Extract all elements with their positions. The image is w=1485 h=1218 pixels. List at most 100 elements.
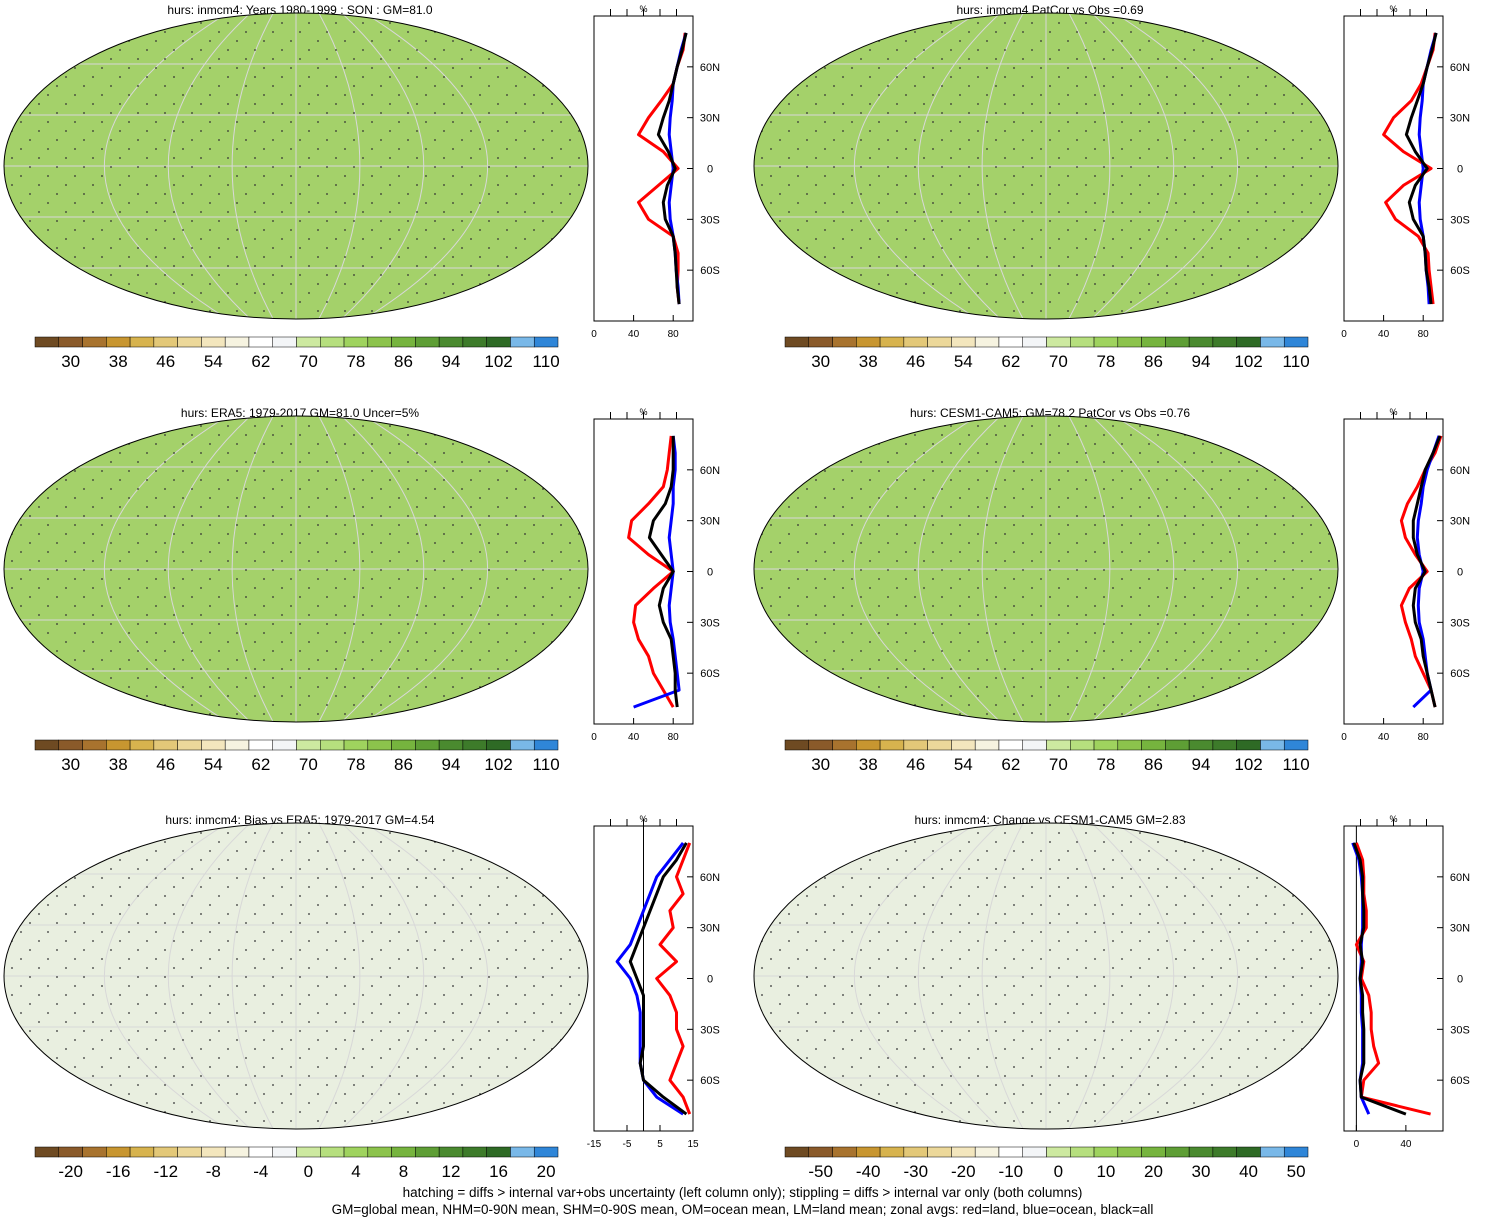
stipple-dot (1175, 985, 1177, 987)
stipple-dot (770, 256, 772, 258)
stipple-dot (479, 121, 481, 123)
stipple-dot (137, 623, 139, 625)
stipple-dot (155, 310, 157, 312)
stipple-dot (878, 931, 880, 933)
stipple-dot (398, 605, 400, 607)
stipple-dot (1004, 184, 1006, 186)
stipple-dot (569, 1111, 571, 1113)
stipple-dot (191, 1057, 193, 1059)
stipple-dot (1193, 967, 1195, 969)
stipple-dot (1193, 641, 1195, 643)
stipple-dot (560, 1093, 562, 1095)
stipple-dot (398, 121, 400, 123)
stipple-dot (92, 859, 94, 861)
stipple-dot (986, 229, 988, 231)
stipple-dot (986, 1012, 988, 1014)
stipple-dot (524, 1021, 526, 1023)
stipple-dot (1139, 130, 1141, 132)
stipple-dot (56, 166, 58, 168)
stipple-dot (797, 1120, 799, 1122)
stipple-dot (389, 184, 391, 186)
stipple-dot (1094, 659, 1096, 661)
stipple-dot (959, 229, 961, 231)
stipple-dot (218, 220, 220, 222)
stipple-dot (173, 425, 175, 427)
stipple-dot (191, 461, 193, 463)
stipple-dot (209, 1066, 211, 1068)
stipple-dot (1112, 1048, 1114, 1050)
stipple-dot (1058, 1075, 1060, 1077)
stipple-dot (1004, 452, 1006, 454)
stipple-dot (83, 841, 85, 843)
stipple-dot (1175, 931, 1177, 933)
stipple-dot (851, 310, 853, 312)
stipple-dot (461, 1111, 463, 1113)
stipple-dot (497, 452, 499, 454)
stipple-dot (959, 202, 961, 204)
stipple-dot (806, 193, 808, 195)
stipple-dot (860, 85, 862, 87)
stipple-dot (173, 265, 175, 267)
stipple-dot (1256, 256, 1258, 258)
stipple-dot (1301, 886, 1303, 888)
stipple-dot (1319, 1084, 1321, 1086)
stipple-dot (923, 265, 925, 267)
stipple-dot (326, 193, 328, 195)
stipple-dot (1121, 283, 1123, 285)
stipple-dot (218, 895, 220, 897)
stipple-dot (950, 265, 952, 267)
colorbar-label: 54 (954, 352, 973, 371)
stipple-dot (164, 193, 166, 195)
stipple-dot (407, 58, 409, 60)
stipple-dot (488, 274, 490, 276)
stipple-dot (362, 479, 364, 481)
stipple-dot (878, 67, 880, 69)
stipple-dot (137, 301, 139, 303)
stipple-dot (1076, 704, 1078, 706)
stipple-dot (1121, 605, 1123, 607)
stipple-dot (1184, 623, 1186, 625)
stipple-dot (254, 1048, 256, 1050)
stipple-dot (815, 1021, 817, 1023)
stipple-dot (770, 94, 772, 96)
stipple-dot (74, 1039, 76, 1041)
stipple-dot (47, 904, 49, 906)
stipple-dot (38, 157, 40, 159)
stipple-dot (1319, 58, 1321, 60)
map-outline (3, 415, 589, 723)
stipple-dot (905, 659, 907, 661)
stipple-dot (137, 704, 139, 706)
stipple-dot (110, 677, 112, 679)
stipple-dot (380, 895, 382, 897)
stipple-dot (47, 605, 49, 607)
stipple-dot (281, 76, 283, 78)
stipple-dot (92, 211, 94, 213)
stipple-dot (236, 632, 238, 634)
stipple-dot (470, 994, 472, 996)
stipple-dot (1256, 1093, 1258, 1095)
stipple-dot (1031, 479, 1033, 481)
stipple-dot (1310, 256, 1312, 258)
stipple-dot (1085, 832, 1087, 834)
stipple-dot (887, 596, 889, 598)
stipple-dot (497, 1102, 499, 1104)
stipple-dot (779, 704, 781, 706)
stipple-dot (833, 85, 835, 87)
stipple-dot (1247, 859, 1249, 861)
stipple-dot (425, 310, 427, 312)
stipple-dot (986, 470, 988, 472)
stipple-dot (815, 641, 817, 643)
stipple-dot (986, 67, 988, 69)
stipple-dot (38, 452, 40, 454)
stipple-dot (380, 85, 382, 87)
stipple-dot (1274, 641, 1276, 643)
stipple-dot (128, 121, 130, 123)
stipple-dot (1049, 58, 1051, 60)
stipple-dot (326, 31, 328, 33)
stipple-dot (1085, 49, 1087, 51)
stipple-dot (344, 713, 346, 715)
stipple-dot (299, 58, 301, 60)
stipple-dot (860, 58, 862, 60)
stipple-dot (869, 506, 871, 508)
stipple-dot (20, 40, 22, 42)
